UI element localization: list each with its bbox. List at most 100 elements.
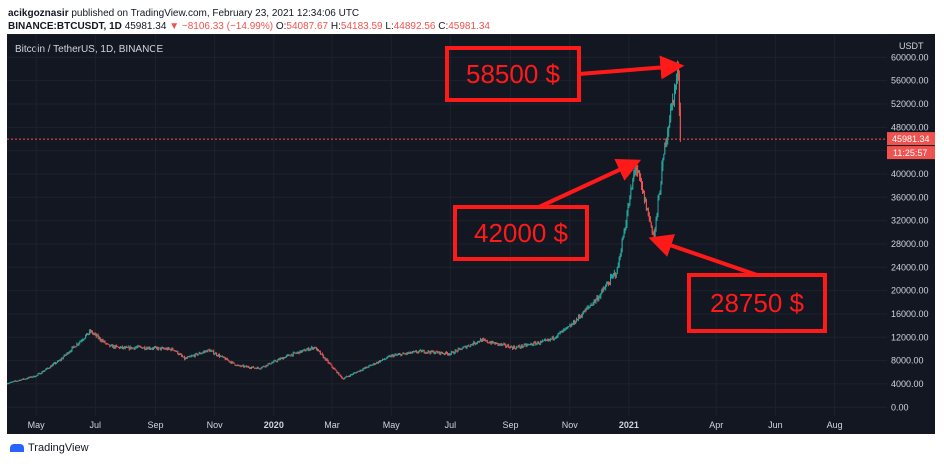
candle-body [472, 344, 474, 346]
price-axis[interactable]: USDT 0.00 4000.00 8000.00 12000.00 16000.00 2… [887, 34, 935, 416]
price-tick-label: 32000.00 [891, 216, 929, 226]
candle-body [267, 363, 269, 366]
candle-body [603, 288, 605, 290]
candle-body [254, 367, 256, 369]
candle-body [628, 205, 630, 208]
candle-body [218, 354, 220, 356]
candle-body [597, 297, 599, 300]
candle-body [552, 336, 554, 340]
candle-body [649, 217, 651, 223]
candle-body [125, 347, 127, 349]
candle-body [494, 342, 496, 345]
candle-body [246, 365, 248, 367]
candle-body [487, 342, 489, 344]
candle-body [495, 342, 497, 345]
candle-body [132, 347, 134, 349]
candle-body [430, 350, 432, 354]
symbol-label[interactable]: BINANCE:BTCUSDT, 1D [8, 21, 122, 32]
candle-body [158, 347, 160, 349]
time-axis[interactable]: May Jul Sep Nov 2020 Mar May Jul Sep Nov 2021 Apr Ju… [7, 416, 935, 434]
price-change: ▼ −8106.33 (−14.99%) [169, 21, 274, 32]
candle-body [181, 354, 183, 356]
author-name[interactable]: acikgoznasir [8, 8, 69, 19]
candle-body [464, 346, 466, 348]
candle-body [505, 344, 507, 347]
candle-body [484, 339, 486, 341]
candle-body [237, 364, 239, 366]
candle-body [164, 348, 166, 350]
candle-body [357, 370, 359, 372]
candle-body [447, 354, 449, 356]
candle-body [563, 329, 565, 331]
candle-body [170, 349, 172, 351]
tradingview-logo[interactable]: TradingView [10, 442, 89, 454]
price-tick-label: 4000.00 [891, 379, 924, 389]
candle-body [476, 342, 478, 344]
candle-body [399, 354, 401, 356]
candle-body [386, 356, 388, 359]
candle-body [283, 357, 285, 360]
candle-body [177, 351, 179, 354]
candle-body [87, 333, 89, 335]
candle-body [345, 376, 347, 378]
candle-body [171, 348, 173, 351]
candle-body [654, 227, 656, 238]
candle-body [28, 377, 30, 379]
candle-body [252, 366, 254, 368]
candle-body [271, 362, 273, 364]
candle-body [182, 355, 184, 357]
candle-body [153, 347, 155, 349]
open-label: O: [275, 21, 287, 32]
candle-body [72, 346, 74, 348]
candle-body [80, 340, 82, 342]
candle-body [49, 367, 51, 369]
candle-body [199, 352, 201, 354]
annotation-arrow [578, 55, 685, 80]
price-tick-label: 48000.00 [891, 122, 929, 132]
candle-body [388, 355, 390, 357]
annotation-arrow [648, 234, 758, 277]
plot-area[interactable]: Bitcoin / TetherUS, 1D, BINANCE 58500 $ 4… [6, 33, 887, 416]
chart-title: Bitcoin / TetherUS, 1D, BINANCE [15, 44, 164, 55]
candle-body [380, 360, 382, 363]
candle-body [614, 272, 616, 276]
candle-body [549, 338, 551, 341]
candle-body [351, 374, 353, 376]
candle-body [587, 307, 589, 309]
candle-body [130, 346, 132, 349]
time-tick-label: Nov [207, 420, 224, 430]
time-ticks: May Jul Sep Nov 2020 Mar May Jul Sep Nov 2021 Apr Ju… [28, 420, 843, 430]
candle-body [544, 339, 546, 341]
candle-body [168, 347, 170, 349]
candle-body [91, 331, 93, 334]
candle-body [301, 350, 303, 353]
candle-body [504, 343, 506, 345]
candle-body [310, 348, 312, 350]
candle-body [230, 361, 232, 364]
candle-body [657, 199, 659, 214]
candle-body [221, 355, 223, 357]
candle-body [316, 347, 318, 351]
candle-body [189, 356, 191, 358]
candle-body [647, 208, 649, 216]
candle-body [511, 347, 513, 349]
candle-body [281, 357, 283, 359]
candle-body [595, 299, 597, 302]
candle-body [101, 340, 103, 342]
candle-body [585, 309, 587, 311]
candle-body [263, 366, 265, 368]
candle-body [588, 306, 590, 308]
candle-body [278, 358, 280, 360]
candle-body [88, 330, 90, 334]
candle-body [110, 345, 112, 347]
candle-body [141, 347, 143, 349]
candle-body [584, 309, 586, 313]
candle-body [94, 333, 96, 335]
candle-body [443, 353, 445, 355]
candle-body [137, 345, 139, 348]
candle-body [361, 370, 363, 372]
candle-body [50, 365, 52, 368]
candle-body [147, 347, 149, 350]
candle-body [438, 351, 440, 354]
candle-body [235, 365, 237, 367]
